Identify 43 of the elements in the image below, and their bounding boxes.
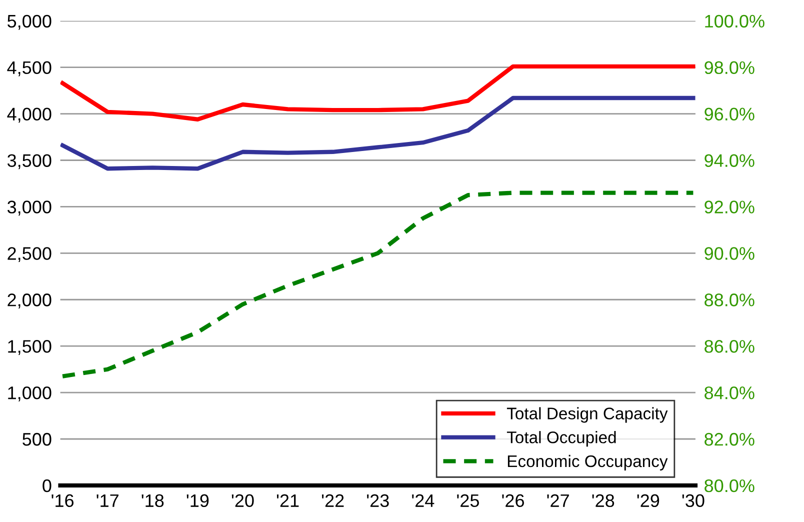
- y-tick-label: 2,000: [8, 294, 52, 308]
- y-tick-label: 0: [42, 479, 52, 492]
- x-tick-label: '20: [232, 494, 254, 508]
- y2-tick-label: 92.0%: [704, 200, 754, 214]
- y2-tick-label: 80.0%: [704, 479, 754, 492]
- y-tick-label: 3,000: [7, 200, 52, 216]
- x-tick-label: '23: [367, 494, 389, 508]
- y-tick-label: 1,000: [8, 386, 52, 402]
- x-tick-label: '17: [96, 494, 118, 507]
- x-tick-label: '25: [457, 494, 479, 508]
- y2-tick-label: 90.0%: [704, 247, 754, 260]
- legend-label: Total Design Capacity: [506, 407, 668, 423]
- y-tick-label: 2,500: [8, 247, 52, 262]
- y2-tick-label: 86.0%: [704, 340, 754, 353]
- y2-tick-label: 100.0%: [705, 14, 764, 28]
- legend-label: Economic Occupancy: [508, 454, 668, 470]
- x-tick-label: '22: [322, 494, 344, 507]
- x-tick-label: '29: [637, 494, 660, 508]
- y-tick-label: 500: [22, 432, 52, 446]
- line-series: [60, 64, 696, 122]
- y-tick-label: 5,000: [8, 14, 52, 30]
- y2-tick-label: 94.0%: [704, 154, 754, 167]
- y2-tick-label: 98.0%: [704, 61, 754, 74]
- x-tick-label: '21: [276, 494, 299, 507]
- x-tick-label: '16: [52, 494, 74, 508]
- legend-label: Total Occupied: [506, 431, 616, 447]
- y2-tick-label: 84.0%: [704, 386, 754, 400]
- y2-tick-label: 82.0%: [704, 432, 754, 446]
- y-tick-label: 3,500: [7, 154, 52, 170]
- x-tick-label: '26: [502, 494, 524, 508]
- x-tick-label: '28: [592, 494, 614, 508]
- x-tick-label: '19: [186, 494, 209, 508]
- y2-tick-label: 96.0%: [704, 108, 754, 121]
- y2-tick-label: 88.0%: [704, 294, 754, 306]
- x-tick-label: '30: [682, 494, 704, 508]
- x-tick-label: '27: [547, 494, 569, 507]
- y-tick-label: 1,500: [8, 340, 52, 355]
- line-series: [60, 190, 696, 378]
- y-tick-label: 4,500: [7, 61, 52, 76]
- line-series: [60, 96, 696, 171]
- x-tick-label: '24: [412, 494, 434, 507]
- x-tick-label: '18: [142, 494, 164, 508]
- y-tick-label: 4,000: [7, 108, 52, 123]
